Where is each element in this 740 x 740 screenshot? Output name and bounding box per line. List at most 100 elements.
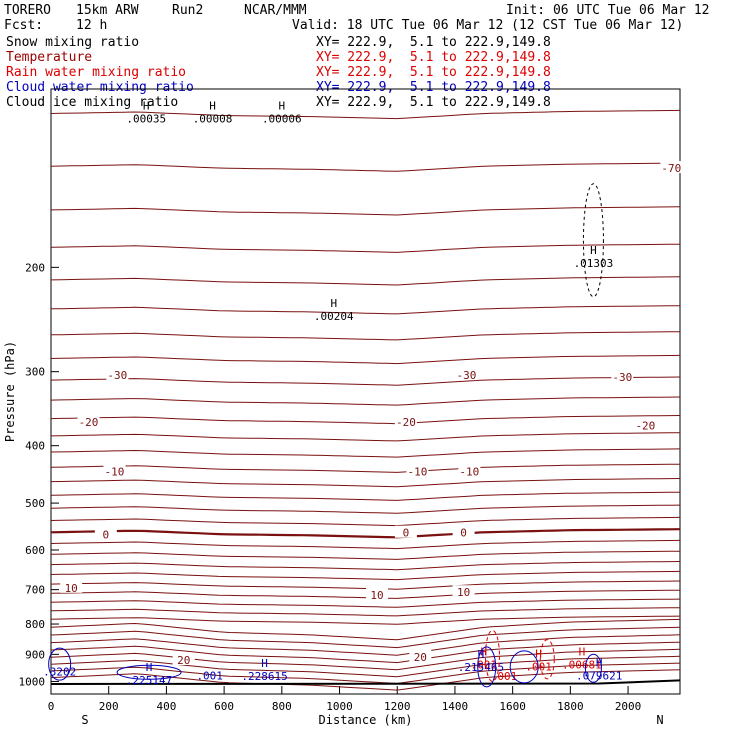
temperature-label: -10 <box>459 465 479 478</box>
temperature-label-bg <box>394 415 417 428</box>
x-tick-label: 1000 <box>326 700 353 713</box>
temperature-isotherm <box>50 570 681 581</box>
rain-maximum-label: H <box>535 647 542 660</box>
x-tick-label: 1600 <box>499 700 526 713</box>
cloud-water-contour <box>116 664 182 680</box>
temperature-isotherm <box>50 504 681 514</box>
temperature-label-bg <box>106 368 129 381</box>
temperature-isotherm <box>50 589 681 599</box>
cloud-water-maximum-label: H <box>146 661 153 674</box>
snow-maximum-label: H <box>330 297 337 310</box>
endpoint-label-north: N <box>656 713 663 727</box>
x-tick-label: 200 <box>99 700 119 713</box>
temperature-isotherm <box>50 615 681 625</box>
rain-maximum-label: H <box>579 645 586 658</box>
y-axis-label: Pressure (hPa) <box>3 341 17 442</box>
temperature-isotherm <box>50 580 681 590</box>
temperature-label-bg <box>458 464 481 477</box>
temperature-label-bg <box>172 652 195 665</box>
y-tick-label: 500 <box>25 497 45 510</box>
temperature-label: 0 <box>103 529 110 542</box>
snow-maximum-value: .00035 <box>126 113 166 126</box>
temperature-label: -20 <box>396 416 416 429</box>
temperature-label: -30 <box>107 369 127 382</box>
temperature-label: 20 <box>177 654 190 667</box>
init-time: Init: 06 UTC Tue 06 Mar 12 <box>506 3 710 18</box>
legend-snow-xy: XY= 222.9, 5.1 to 222.9,149.8 <box>316 35 551 50</box>
temperature-label-bg <box>611 369 634 382</box>
temperature-label: 0 <box>403 527 410 540</box>
snow-maximum-label: H <box>209 100 216 113</box>
x-tick-label: 0 <box>48 700 55 713</box>
legend-cloudwater-xy: XY= 222.9, 5.1 to 222.9,149.8 <box>316 80 551 95</box>
legend-snow-name: Snow mixing ratio <box>6 35 140 50</box>
fcst-label: Fcst: <box>4 18 44 33</box>
temperature-label-bg <box>406 464 429 477</box>
temperature-isotherm <box>50 550 681 560</box>
cloud-water-maximum-label: H <box>261 657 268 670</box>
cloud-water-maximum-value: .3202 <box>43 666 76 679</box>
resolution: 15km ARW <box>76 3 139 18</box>
cloud-water-maximum-value: .001 <box>196 669 223 682</box>
temperature-label: -20 <box>79 416 99 429</box>
snow-maximum-value: .00006 <box>262 113 302 126</box>
temperature-label: -30 <box>457 369 477 382</box>
x-tick-label: 800 <box>272 700 292 713</box>
temperature-label-bg <box>452 585 475 598</box>
temperature-isotherm <box>50 528 681 539</box>
cloud-water-contour <box>48 647 72 681</box>
temperature-label: -10 <box>105 465 125 478</box>
temperature-isotherm <box>50 598 681 608</box>
temperature-label-bg <box>60 580 83 593</box>
x-tick-label: 1400 <box>442 700 469 713</box>
legend-cloudwater-name: Cloud water mixing ratio <box>6 80 194 95</box>
temperature-isotherm <box>50 626 681 649</box>
temperature-isotherm <box>50 539 681 550</box>
y-tick-label: 300 <box>25 366 45 379</box>
temperature-isotherm <box>50 415 681 425</box>
legend-rain-name: Rain water mixing ratio <box>6 65 187 80</box>
y-tick-label: 800 <box>25 618 45 631</box>
temperature-label-bg <box>409 649 432 662</box>
temperature-label: -20 <box>635 420 655 433</box>
x-tick-label: 1800 <box>557 700 584 713</box>
snow-maximum-value: .01303 <box>574 257 614 270</box>
temperature-label-bg <box>660 161 683 174</box>
fcst-value: 12 h <box>76 18 108 33</box>
snow-contour <box>582 183 604 298</box>
run-label: Run2 <box>172 3 204 18</box>
temperature-isotherm <box>50 561 681 571</box>
x-tick-label: 600 <box>214 700 234 713</box>
temperature-isotherm <box>50 662 681 685</box>
temperature-isotherm <box>50 243 681 253</box>
y-tick-label: 200 <box>25 261 45 274</box>
temperature-label-bg <box>103 464 126 477</box>
cloud-water-maximum-value: .228615 <box>241 670 287 683</box>
rain-maximum-value: .001 <box>471 658 498 671</box>
temperature-isotherm <box>50 655 681 678</box>
temperature-label-bg <box>94 527 117 540</box>
snow-maximum-label: H <box>279 100 286 113</box>
y-tick-label: 400 <box>25 440 45 453</box>
legend-temp-xy: XY= 222.9, 5.1 to 222.9,149.8 <box>316 50 551 65</box>
temperature-label-bg <box>634 418 657 431</box>
temperature-label: 10 <box>457 586 470 599</box>
valid-time: Valid: 18 UTC Tue 06 Mar 12 (12 CST Tue … <box>292 18 684 33</box>
cloud-water-contour <box>584 653 602 683</box>
cloud-water-maximum-value: .225147 <box>126 674 172 687</box>
snow-maximum-label: H <box>143 100 150 113</box>
legend-cloudice-name: Cloud ice mixing ratio <box>6 95 179 110</box>
cloud-water-maximum-value: .215465 <box>458 661 504 674</box>
temperature-isotherm <box>50 463 681 473</box>
temperature-label-bg <box>77 415 100 428</box>
temperature-isotherm <box>50 607 681 617</box>
rain-maximum-value: .00681 <box>562 658 602 671</box>
snow-maximum-value: .00204 <box>314 310 354 323</box>
temperature-label: 20 <box>414 651 427 664</box>
rain-contour <box>484 629 500 682</box>
temperature-label: -30 <box>612 371 632 384</box>
temperature-label-bg <box>394 525 417 538</box>
y-tick-label: 1000 <box>19 675 46 688</box>
cloud-water-contour <box>477 646 497 688</box>
